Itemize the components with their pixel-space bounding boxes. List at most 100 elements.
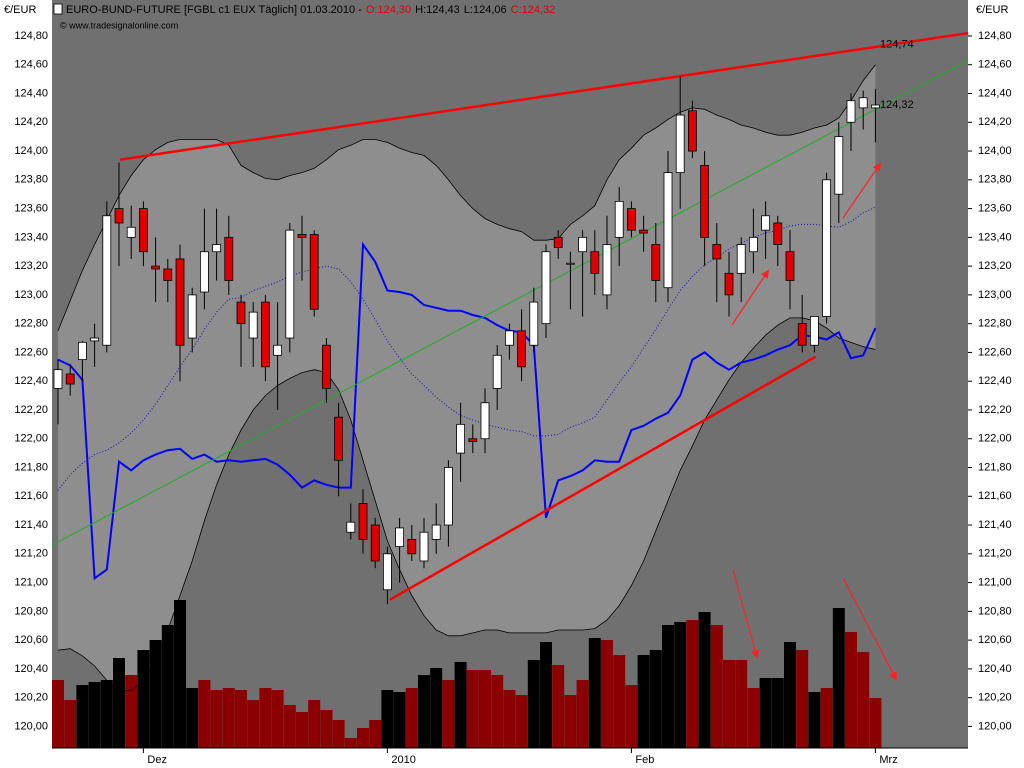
candle-body [163,268,173,281]
volume-bar [174,600,186,748]
y-tick-label-left: 121,20 [14,548,48,560]
trendline [389,355,817,601]
y-tick-label-left: 123,80 [14,174,48,186]
volume-bar [527,660,540,748]
y-tick-label-right: 120,80 [978,605,1012,617]
candle-body [651,244,661,281]
y-tick-label-left: 122,80 [14,318,48,330]
header-quote: H:124,43 [415,4,460,16]
candle-body [541,251,551,325]
candle-body [151,265,161,270]
band-line [57,64,876,331]
volume-bar [198,680,211,748]
volume-bar [418,675,430,748]
volume-bar [710,625,723,748]
arrow [731,269,769,326]
y-tick-label-left: 120,40 [14,663,48,675]
volume-bar [320,710,333,748]
x-tick-label: Mrz [879,754,897,766]
y-tick-label-left: 123,60 [14,202,48,214]
y-unit-left: €/EUR [4,4,36,16]
y-tick-label-left: 124,20 [14,116,48,128]
y-tick-label-right: 122,80 [978,318,1012,330]
candle-body [236,301,246,325]
y-tick-label-right: 120,00 [978,720,1012,732]
y-tick-label-left: 122,20 [14,404,48,416]
candle-body [517,330,526,368]
y-tick-label-right: 121,80 [978,461,1012,473]
candle-body [309,234,319,310]
y-tick-label-right: 122,20 [978,404,1012,416]
y-tick-label-right: 124,20 [978,116,1012,128]
candle-body [187,294,197,339]
candle-body [321,344,331,389]
volume-bar [613,655,626,748]
y-tick-label-right: 121,00 [978,576,1012,588]
volume-bar [381,690,394,748]
y-tick-label-left: 121,60 [14,490,48,502]
candle-body [566,262,575,265]
candle-body [871,104,880,109]
candle-body [199,251,209,293]
volume-bar [479,670,491,748]
candle-body [407,539,417,555]
volume-bar [442,680,455,748]
y-tick-label-left: 121,00 [14,576,48,588]
volume-bar [308,700,321,748]
volume-bar [674,622,687,748]
y-tick-label-right: 124,00 [978,145,1012,157]
volume-bar [332,720,345,748]
y-tick-label-left: 122,60 [14,346,48,358]
band-line [57,317,876,691]
arrow [842,577,897,681]
volume-bar [759,678,772,748]
volume-bar [76,685,89,748]
y-tick-label-left: 121,80 [14,461,48,473]
y-tick-label-right: 123,60 [978,202,1012,214]
candle-body [431,524,441,540]
volume-bar [503,690,516,748]
candle-body [126,226,136,238]
trendline [119,31,969,161]
volume-bar [601,640,613,748]
volume-bar [52,680,64,748]
y-tick-label-right: 122,00 [978,433,1012,445]
candle-body [614,200,624,238]
volume-bar [430,668,443,748]
volume-bar [113,658,125,748]
candle-body [834,136,844,195]
candle-body [175,258,185,346]
candle-body [639,229,648,234]
candle-body [102,215,112,346]
volume-bar [857,652,870,748]
candle-body [334,416,344,461]
arrow [732,569,760,659]
candle-body [712,244,722,260]
candle-body [468,438,478,443]
header-title: EURO-BUND-FUTURE [FGBL c1 EUX Täglich] 0… [66,4,362,16]
x-tick-label: Feb [635,754,654,766]
y-tick-label-left: 124,00 [14,145,48,157]
candle-body [492,354,502,389]
candle-body [761,215,770,231]
candle-body [700,165,709,238]
volume-bar [820,688,833,748]
volume-bar [344,738,357,748]
candle-body [419,531,429,562]
arrow [842,162,881,219]
x-tick-label: Dez [147,754,167,766]
volume-bar [137,650,150,748]
legend-icon [53,3,63,15]
candle-body [65,373,75,385]
y-tick-label-right: 120,60 [978,634,1012,646]
volume-bar [125,675,138,748]
candle-body [736,244,746,274]
volume-bar [283,705,296,748]
header-quote: C:124,32 [511,4,556,16]
candle-body [297,234,307,238]
candle-body [504,330,514,346]
annotation-arrows [731,162,897,681]
volume-bar [393,692,406,748]
candle-body [370,524,380,562]
volume-bar [235,690,247,748]
